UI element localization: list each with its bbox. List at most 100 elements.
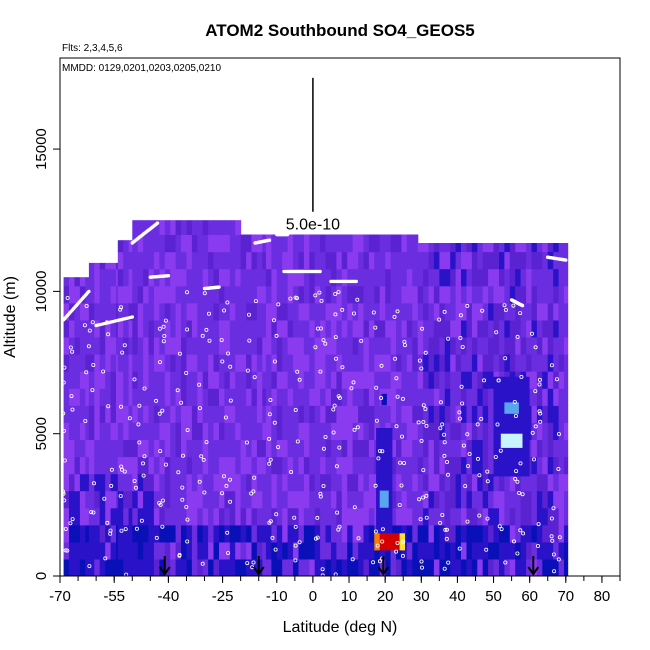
heatmap-cell: [504, 507, 511, 526]
heatmap-cell: [564, 456, 569, 475]
heatmap-cell: [341, 336, 348, 355]
heatmap-cell: [509, 541, 516, 560]
heatmap-cell: [433, 558, 440, 576]
heatmap-cell: [293, 302, 299, 321]
heatmap-cell: [336, 405, 343, 423]
heatmap-cell: [499, 319, 505, 338]
heatmap-cell: [186, 285, 193, 304]
heatmap-cell: [143, 302, 150, 321]
sample-point: [185, 539, 190, 544]
heatmap-cell: [186, 234, 193, 253]
heatmap-cell: [450, 456, 457, 475]
heatmap-cell: [314, 388, 321, 406]
heatmap-cell: [170, 456, 177, 475]
heatmap-cell: [202, 371, 209, 389]
heatmap-cell: [477, 388, 484, 406]
sample-point: [421, 468, 426, 473]
sample-point: [438, 400, 443, 405]
heatmap-cell: [336, 473, 343, 492]
heatmap-cell: [213, 558, 220, 576]
sample-point: [440, 513, 445, 518]
heatmap-cell: [482, 302, 489, 321]
sample-point: [65, 548, 70, 553]
heatmap-cell: [347, 319, 354, 338]
heatmap-cell: [293, 371, 299, 389]
heatmap-cell: [379, 302, 386, 321]
heatmap-cell: [293, 456, 299, 475]
heatmap-cell: [298, 268, 305, 287]
sample-point: [503, 307, 508, 312]
heatmap-cell: [74, 439, 81, 458]
sample-point: [119, 305, 124, 310]
heatmap-cell: [336, 439, 343, 458]
heatmap-cell: [240, 541, 247, 560]
heatmap-cell: [105, 422, 112, 440]
heatmap-cell: [99, 422, 106, 440]
heatmap-cell: [461, 405, 467, 423]
heatmap-cell: [271, 439, 278, 458]
heatmap-cell: [240, 285, 247, 304]
sample-point: [518, 461, 523, 466]
heatmap-cell: [526, 268, 533, 287]
heatmap-cell: [558, 285, 565, 304]
heatmap-cell: [132, 234, 139, 253]
heatmap-cell: [181, 507, 187, 526]
heatmap-cell: [262, 473, 267, 492]
heatmap-cell: [262, 285, 267, 304]
sample-point: [293, 558, 298, 563]
heatmap-cell: [132, 371, 139, 389]
heatmap-cell: [401, 490, 408, 509]
heatmap-cell: [262, 456, 267, 475]
sample-point: [424, 493, 429, 498]
heatmap-cell: [143, 422, 150, 440]
heatmap-cell: [235, 456, 242, 475]
sample-point: [457, 546, 462, 551]
heatmap-cell: [368, 354, 375, 372]
heatmap-cell: [105, 507, 112, 526]
heatmap-cell: [428, 336, 435, 355]
heatmap-cell: [256, 558, 263, 576]
heatmap-cell: [175, 371, 182, 389]
heatmap-cell: [186, 456, 193, 475]
heatmap-cell: [148, 541, 155, 560]
heatmap-cell: [175, 251, 182, 270]
heatmap-cell: [385, 541, 392, 560]
heatmap-cell: [531, 541, 538, 560]
heatmap-cell: [309, 336, 316, 355]
sample-point: [219, 338, 224, 343]
heatmap-cell: [520, 541, 527, 560]
sample-point: [267, 412, 272, 417]
heatmap-cell: [240, 507, 247, 526]
heatmap-cell: [520, 507, 527, 526]
heatmap-cell: [128, 456, 133, 475]
heatmap-cell: [224, 234, 231, 253]
heatmap-cell: [461, 558, 467, 576]
heatmap-cell: [347, 336, 354, 355]
heatmap-cell: [363, 507, 370, 526]
heatmap-cell: [117, 541, 124, 560]
heatmap-cell: [191, 251, 198, 270]
heatmap-cell: [262, 439, 267, 458]
heatmap-cell: [202, 251, 209, 270]
heatmap-cell: [128, 541, 133, 560]
heatmap-cell: [385, 268, 392, 287]
heatmap-cell: [336, 507, 343, 526]
heatmap-cell: [224, 302, 231, 321]
sample-point: [440, 422, 445, 427]
heatmap-cell: [123, 319, 130, 338]
heatmap-cell: [99, 456, 106, 475]
heatmap-cell: [466, 439, 473, 458]
heatmap-cell: [303, 354, 310, 372]
sample-point: [315, 535, 320, 540]
heatmap-cell: [143, 354, 150, 372]
heatmap-cell: [132, 405, 139, 423]
arrow-head: [252, 566, 265, 576]
heatmap-cell: [282, 336, 289, 355]
heatmap-cell: [406, 524, 413, 543]
heatmap-cell: [153, 439, 160, 458]
sample-point: [140, 461, 145, 466]
heatmap-cell: [164, 319, 171, 338]
heatmap-cell: [128, 285, 133, 304]
heatmap-cell: [401, 302, 408, 321]
sample-point: [200, 333, 205, 338]
